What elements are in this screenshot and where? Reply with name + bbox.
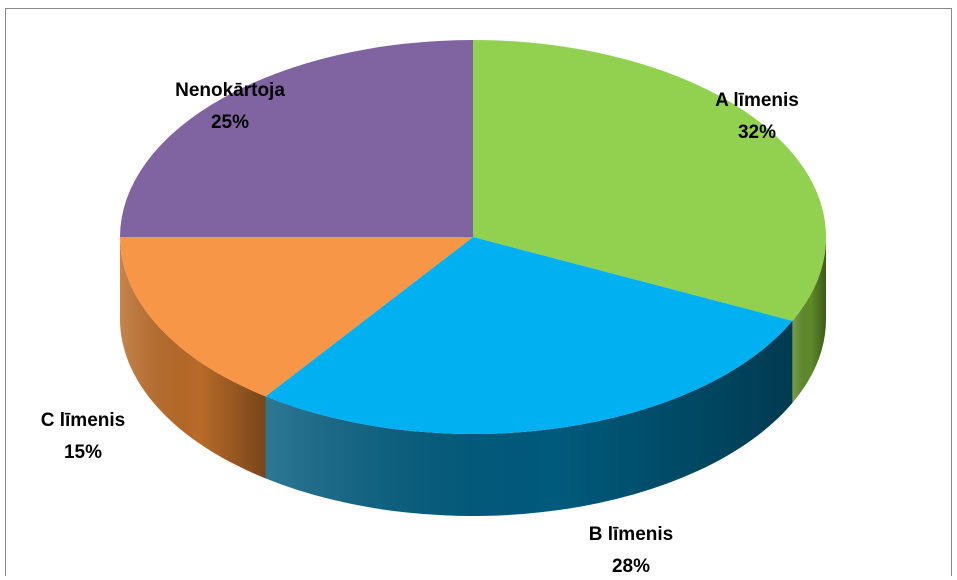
pie-labels: A līmenis 32% B līmenis 28% C līmenis 15…	[41, 80, 799, 577]
pie-side-shade-b-l-menis	[265, 320, 793, 516]
pie-slice-a-l-menis	[473, 40, 826, 321]
pie-slice-c-l-menis	[120, 237, 473, 397]
pie-sides	[120, 237, 826, 516]
pie-slice-nenok-rtoja	[120, 40, 473, 237]
slice-label-c-value: 15%	[64, 442, 102, 463]
slice-label-b-name: B līmenis	[589, 524, 673, 545]
slice-label-nenokartoja-value: 25%	[211, 112, 249, 133]
pie-slice-b-l-menis	[265, 237, 793, 434]
pie-side-shade-a-l-menis	[792, 237, 826, 403]
slice-label-b-value: 28%	[612, 556, 650, 577]
pie-tops	[120, 40, 826, 434]
pie-side-shade-c-l-menis	[120, 237, 266, 479]
slice-label-c-name: C līmenis	[41, 410, 125, 431]
slice-label-nenokartoja-name: Nenokārtoja	[175, 80, 285, 101]
slice-label-a-value: 32%	[738, 122, 776, 143]
slice-label-a-name: A līmenis	[715, 90, 799, 111]
